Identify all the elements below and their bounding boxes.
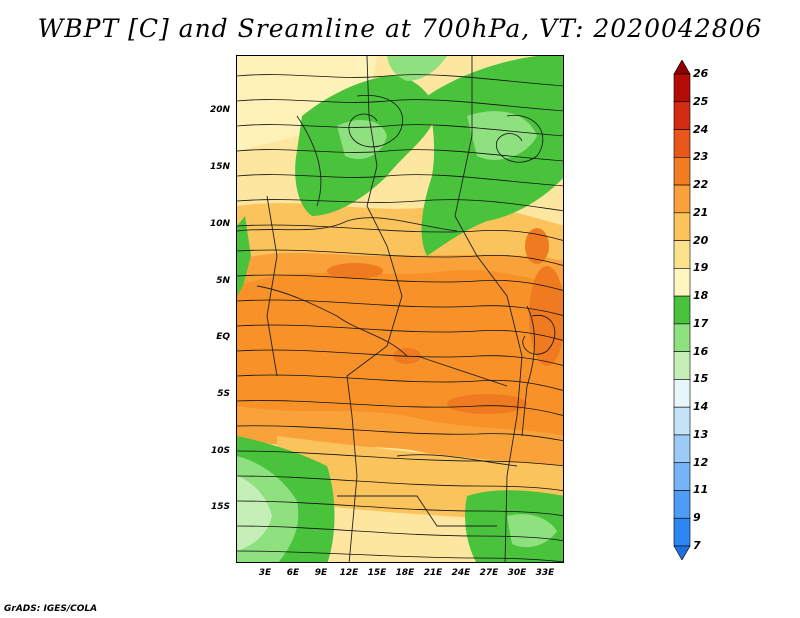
lon-label-33e: 33E bbox=[535, 568, 555, 578]
colorbar-label: 16 bbox=[693, 344, 709, 358]
colorbar-label: 22 bbox=[693, 178, 709, 192]
colorbar-arrow-top bbox=[673, 60, 691, 75]
colorbar-label: 13 bbox=[693, 427, 709, 441]
colorbar-segment bbox=[673, 323, 691, 352]
lon-label-15e: 15E bbox=[367, 568, 387, 578]
lat-label-10s: 10S bbox=[210, 446, 230, 456]
colorbar-segment bbox=[673, 101, 691, 130]
wbpt-map-graphic bbox=[237, 56, 563, 562]
colorbar-segment bbox=[673, 295, 691, 325]
colorbar-segment bbox=[673, 406, 691, 436]
colorbar-segment bbox=[673, 73, 691, 103]
lon-label-12e: 12E bbox=[339, 568, 359, 578]
colorbar-label: 12 bbox=[693, 455, 709, 469]
colorbar-label: 17 bbox=[693, 316, 709, 330]
colorbar-segment bbox=[673, 434, 691, 464]
lon-label-6e: 6E bbox=[286, 568, 300, 578]
wbpt-map-panel bbox=[236, 55, 564, 563]
lat-label-15n: 15N bbox=[209, 162, 230, 172]
colorbar-label: 9 bbox=[693, 511, 701, 525]
colorbar-segment bbox=[673, 379, 691, 408]
colorbar-label: 20 bbox=[693, 233, 709, 247]
colorbar-segment bbox=[673, 129, 691, 158]
colorbar-label: 15 bbox=[693, 372, 709, 386]
colorbar-segment bbox=[673, 240, 691, 269]
colorbar-segment bbox=[673, 517, 691, 547]
lat-label-10n: 10N bbox=[209, 219, 230, 229]
colorbar-label: 24 bbox=[693, 122, 709, 136]
colorbar-segment bbox=[673, 462, 691, 491]
colorbar-segment bbox=[673, 268, 691, 297]
lon-label-3e: 3E bbox=[258, 568, 272, 578]
colorbar-label: 7 bbox=[693, 539, 701, 552]
lon-label-27e: 27E bbox=[479, 568, 499, 578]
colorbar-label: 25 bbox=[693, 94, 709, 108]
colorbar-segment bbox=[673, 490, 691, 519]
lon-label-18e: 18E bbox=[395, 568, 415, 578]
lat-label-20n: 20N bbox=[209, 105, 230, 115]
lat-label-15s: 15S bbox=[210, 502, 230, 512]
colorbar-segment bbox=[673, 212, 691, 241]
colorbar-segment bbox=[673, 184, 691, 214]
lon-label-9e: 9E bbox=[314, 568, 328, 578]
lat-label-5s: 5S bbox=[217, 389, 230, 399]
colorbar-label: 11 bbox=[693, 483, 709, 497]
colorbar bbox=[673, 60, 691, 560]
lon-label-24e: 24E bbox=[451, 568, 471, 578]
colorbar-label: 18 bbox=[693, 289, 709, 303]
colorbar-label: 19 bbox=[693, 261, 709, 275]
colorbar-label: 14 bbox=[693, 400, 709, 414]
lat-label-eq: EQ bbox=[216, 332, 230, 342]
colorbar-label: 21 bbox=[693, 205, 709, 219]
map-title: WBPT [C] and Sreamline at 700hPa, VT: 20… bbox=[37, 14, 763, 43]
lon-label-30e: 30E bbox=[507, 568, 527, 578]
lon-label-21e: 21E bbox=[423, 568, 443, 578]
colorbar-segment bbox=[673, 351, 691, 380]
colorbar-label: 23 bbox=[693, 150, 709, 164]
lat-label-5n: 5N bbox=[216, 276, 230, 286]
colorbar-label: 26 bbox=[693, 67, 709, 80]
footer-credit: GrADS: IGES/COLA bbox=[4, 604, 98, 614]
colorbar-segment bbox=[673, 156, 691, 186]
colorbar-arrow-bottom bbox=[673, 545, 691, 560]
